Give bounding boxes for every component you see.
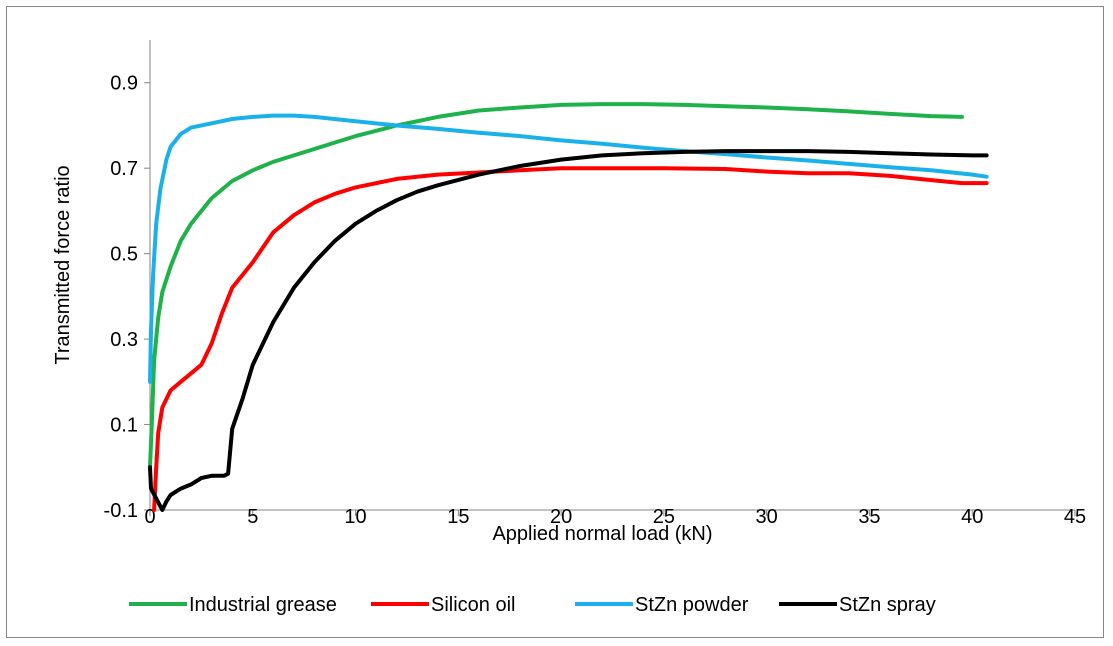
y-tick-label: 0.3: [110, 329, 138, 351]
x-tick-label: 15: [447, 506, 469, 528]
series-line-stzn-spray: [148, 149, 989, 512]
x-tick-label: 35: [858, 506, 880, 528]
y-tick-label: 0.1: [110, 415, 138, 437]
line-chart: -0.1 0.1 0.3 0.5 0.7 0.9 0 5 10 15 20 25 30 35 40 45 Ap…: [52, 40, 1086, 616]
x-axis-label: Applied normal load (kN): [492, 523, 712, 545]
legend-label-stzn-powder: StZn powder: [635, 594, 749, 616]
axes: -0.1 0.1 0.3 0.5 0.7 0.9 0 5 10 15 20 25 30 35 40 45: [104, 40, 1086, 528]
y-axis-label: Transmitted force ratio: [52, 165, 74, 364]
x-tick-label: 40: [961, 506, 983, 528]
x-tick-label: 25: [653, 506, 675, 528]
x-tick-label: 20: [550, 506, 572, 528]
legend-label-industrial-grease: Industrial grease: [189, 594, 337, 616]
y-tick-label: -0.1: [104, 500, 138, 522]
y-tick-label: 0.7: [110, 158, 138, 180]
legend: Industrial grease Silicon oil StZn powder S…: [129, 594, 936, 616]
y-tick-label: 0.5: [110, 244, 138, 266]
chart-frame: -0.1 0.1 0.3 0.5 0.7 0.9 0 5 10 15 20 25 30 35 40 45 Ap…: [6, 6, 1104, 638]
legend-label-stzn-spray: StZn spray: [839, 594, 936, 616]
series-line-silicon-oil: [152, 166, 989, 512]
y-tick-label: 0.9: [110, 73, 138, 95]
series-line-industrial-grease: [148, 102, 964, 470]
x-tick-label: 30: [756, 506, 778, 528]
x-tick-label: 0: [144, 506, 155, 528]
x-tick-label: 5: [247, 506, 258, 528]
series-layer: [148, 102, 989, 512]
legend-label-silicon-oil: Silicon oil: [431, 594, 515, 616]
x-tick-label: 10: [344, 506, 366, 528]
series-line-stzn-powder: [148, 113, 989, 384]
x-tick-label: 45: [1064, 506, 1086, 528]
